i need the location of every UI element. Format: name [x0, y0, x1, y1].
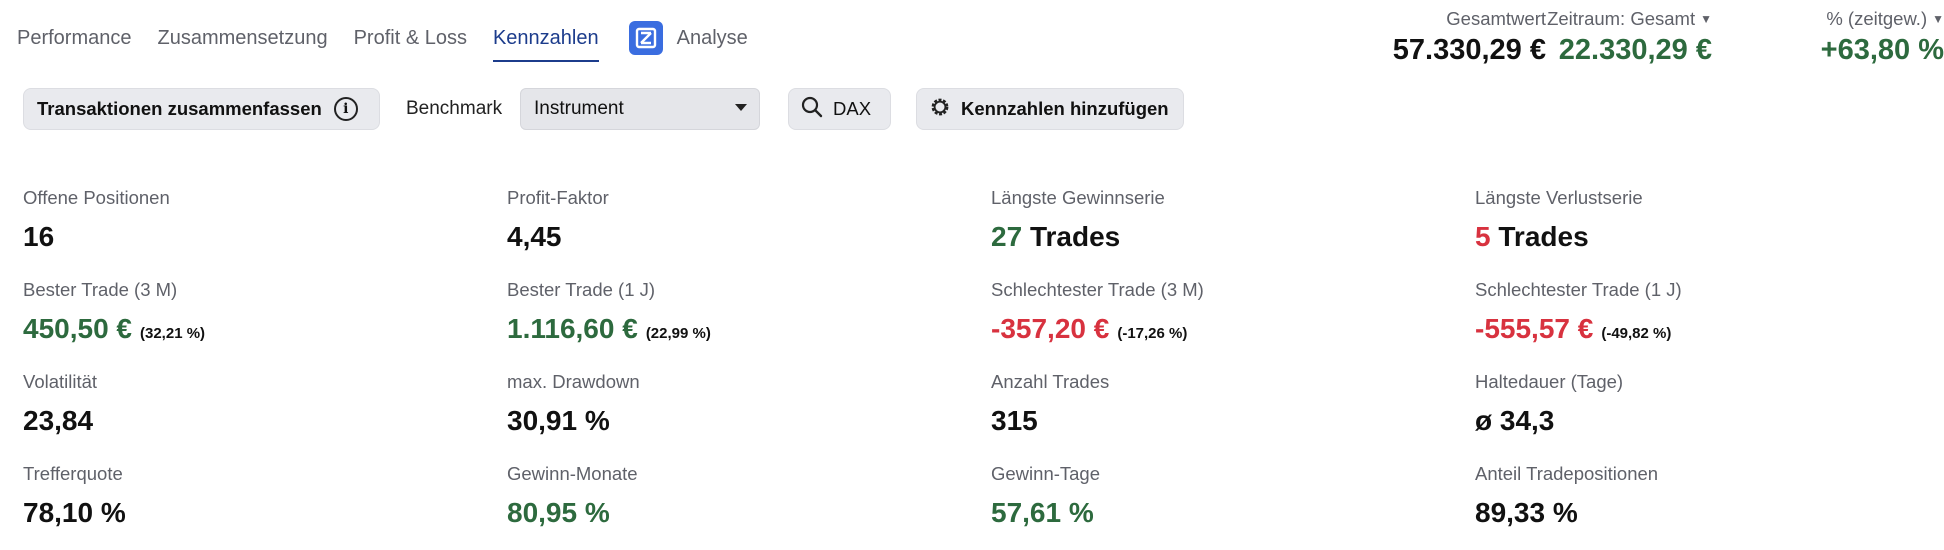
caret-down-icon: ▼: [1932, 12, 1944, 26]
metric-label: Offene Positionen: [23, 187, 170, 208]
dax-label: DAX: [833, 98, 872, 119]
gear-add-icon: [929, 96, 951, 123]
metric-anteil-tradepositionen: Anteil Tradepositionen 89,33 %: [1475, 461, 1658, 533]
percent-selector[interactable]: % (zeitgew.) ▼: [1821, 6, 1944, 32]
metric-max-drawdown: max. Drawdown 30,91 %: [507, 369, 640, 441]
analyse-label: Analyse: [676, 26, 748, 49]
summary-zeitraum: Zeitraum: Gesamt ▼ 22.330,29 €: [1547, 6, 1712, 68]
caret-down-icon: [735, 104, 747, 111]
metric-label: Längste Verlustserie: [1475, 187, 1643, 208]
trade-amount: 1.116,60 €: [507, 313, 638, 344]
metric-label: Anteil Tradepositionen: [1475, 463, 1659, 484]
trade-percent: (-49,82 %): [1601, 325, 1672, 342]
summary-percent: % (zeitgew.) ▼ +63,80 %: [1821, 6, 1944, 68]
metric-haltedauer: Haltedauer (Tage) ø 34,3: [1475, 369, 1623, 441]
metric-label: Gewinn-Tage: [991, 463, 1101, 484]
trade-amount: 450,50 €: [23, 313, 132, 344]
analyse-logo-icon: [628, 21, 663, 55]
trade-amount: -357,20 €: [991, 313, 1110, 344]
metric-label: Haltedauer (Tage): [1475, 371, 1624, 392]
metric-label: Gewinn-Monate: [507, 463, 638, 484]
zeitraum-value: 22.330,29 €: [1558, 34, 1712, 66]
metric-offene-positionen: Offene Positionen 16: [23, 185, 170, 257]
metric-bester-trade-1j: Bester Trade (1 J) 1.116,60 € (22,99 %): [507, 277, 711, 354]
metric-label: Längste Gewinnserie: [991, 187, 1165, 208]
gesamtwert-label: Gesamtwert: [1446, 8, 1546, 29]
metric-bester-trade-3m: Bester Trade (3 M) 450,50 € (32,21 %): [23, 277, 205, 354]
metric-value: 78,10 %: [23, 497, 126, 528]
metric-value: 5 Trades: [1475, 217, 1643, 257]
info-icon[interactable]: i: [333, 97, 358, 121]
summarize-transactions-button[interactable]: Transaktionen zusammenfassen i: [23, 88, 380, 130]
metric-gewinn-tage: Gewinn-Tage 57,61 %: [991, 461, 1100, 533]
metric-value: 80,95 %: [507, 497, 610, 528]
benchmark-select[interactable]: Instrument: [520, 88, 760, 130]
dax-search-button[interactable]: DAX: [788, 88, 891, 130]
metric-label: Volatilität: [23, 371, 98, 392]
metric-value: -357,20 € (-17,26 %): [991, 309, 1204, 354]
metric-value: 16: [23, 221, 55, 252]
trade-percent: (32,21 %): [140, 325, 206, 342]
metric-label: Profit-Faktor: [507, 187, 609, 208]
percent-value: +63,80 %: [1820, 34, 1944, 66]
metric-value: 27 Trades: [991, 217, 1165, 257]
metric-laengste-verlustserie: Längste Verlustserie 5 Trades: [1475, 185, 1643, 257]
metric-label: Schlechtester Trade (1 J): [1475, 279, 1682, 300]
tab-kennzahlen[interactable]: Kennzahlen: [492, 18, 599, 62]
metric-value: ø 34,3: [1475, 405, 1555, 436]
metric-schlechtester-trade-3m: Schlechtester Trade (3 M) -357,20 € (-17,…: [991, 277, 1204, 354]
streak-count: 5: [1475, 221, 1491, 252]
search-icon: [801, 96, 823, 123]
tab-zusammensetzung[interactable]: Zusammensetzung: [157, 26, 328, 49]
streak-unit: Trades: [1498, 221, 1589, 252]
metric-label: Schlechtester Trade (3 M): [991, 279, 1204, 300]
gesamtwert-value: 57.330,29 €: [1392, 34, 1546, 66]
metric-value: 4,45: [507, 221, 562, 252]
streak-count: 27: [991, 221, 1023, 252]
metric-value: 57,61 %: [991, 497, 1094, 528]
metric-value: 1.116,60 € (22,99 %): [507, 309, 711, 354]
summarize-label: Transaktionen zusammenfassen: [37, 98, 322, 119]
add-metrics-label: Kennzahlen hinzufügen: [961, 98, 1169, 119]
top-nav: Performance Zusammensetzung Profit & Los…: [17, 18, 748, 62]
metric-label: Trefferquote: [23, 463, 123, 484]
metric-schlechtester-trade-1j: Schlechtester Trade (1 J) -555,57 € (-49,…: [1475, 277, 1682, 354]
metric-label: Bester Trade (3 M): [23, 279, 178, 300]
metric-value: 23,84: [23, 405, 94, 436]
add-metrics-button[interactable]: Kennzahlen hinzufügen: [916, 88, 1184, 130]
caret-down-icon: ▼: [1700, 12, 1712, 26]
zeitraum-label: Zeitraum: Gesamt: [1547, 8, 1696, 29]
metric-gewinn-monate: Gewinn-Monate 80,95 %: [507, 461, 638, 533]
benchmark-selected-value: Instrument: [534, 98, 624, 119]
metric-label: Bester Trade (1 J): [507, 279, 656, 300]
tab-performance[interactable]: Performance: [17, 26, 132, 49]
summary-gesamtwert: Gesamtwert 57.330,29 €: [1393, 6, 1546, 68]
metric-trefferquote: Trefferquote 78,10 %: [23, 461, 126, 533]
metric-volatilitaet: Volatilität 23,84: [23, 369, 97, 441]
metric-value: 315: [991, 405, 1038, 436]
metric-label: max. Drawdown: [507, 371, 640, 392]
metric-value: 450,50 € (32,21 %): [23, 309, 205, 354]
streak-unit: Trades: [1029, 221, 1121, 252]
trade-amount: -555,57 €: [1475, 313, 1594, 344]
zeitraum-selector[interactable]: Zeitraum: Gesamt ▼: [1547, 6, 1712, 32]
metric-laengste-gewinnserie: Längste Gewinnserie 27 Trades: [991, 185, 1165, 257]
trade-percent: (-17,26 %): [1117, 325, 1188, 342]
tab-analyse[interactable]: Analyse: [628, 21, 748, 55]
percent-label: % (zeitgew.): [1826, 8, 1928, 29]
benchmark-label: Benchmark: [406, 98, 503, 119]
metric-anzahl-trades: Anzahl Trades 315: [991, 369, 1109, 441]
tab-profit-loss[interactable]: Profit & Loss: [353, 26, 467, 49]
metric-value: 30,91 %: [507, 405, 610, 436]
metric-value: -555,57 € (-49,82 %): [1475, 309, 1682, 354]
trade-percent: (22,99 %): [645, 325, 711, 342]
metric-label: Anzahl Trades: [991, 371, 1110, 392]
metric-value: 89,33 %: [1475, 497, 1578, 528]
metric-profit-faktor: Profit-Faktor 4,45: [507, 185, 609, 257]
